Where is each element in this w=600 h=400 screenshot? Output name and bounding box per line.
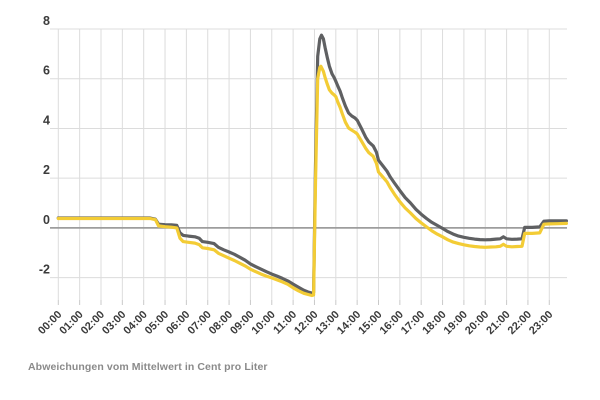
x-axis-label: 09:00	[228, 309, 256, 337]
series-yellow-line	[56, 64, 569, 298]
x-axis-label: 15:00	[356, 309, 384, 337]
y-axis-label: 8	[43, 14, 50, 28]
x-axis-label: 23:00	[527, 309, 555, 337]
x-axis-label: 22:00	[506, 309, 534, 337]
x-axis-label: 18:00	[420, 309, 448, 337]
x-axis-label: 06:00	[164, 309, 192, 337]
x-axis-label: 20:00	[463, 309, 491, 337]
x-axis-label: 07:00	[185, 309, 213, 337]
x-axis-label: 02:00	[79, 309, 107, 337]
x-axis-label: 19:00	[442, 309, 470, 337]
y-axis-label: -2	[39, 263, 50, 277]
y-axis-label: 4	[43, 113, 50, 127]
x-axis-label: 13:00	[314, 309, 342, 337]
x-axis-label: 16:00	[378, 309, 406, 337]
y-axis-label: 2	[43, 163, 50, 177]
x-axis-label: 04:00	[121, 309, 149, 337]
y-axis-label: 0	[43, 213, 50, 227]
x-axis-label: 14:00	[335, 309, 363, 337]
y-axis-label: 6	[43, 64, 50, 78]
x-axis-label: 12:00	[292, 309, 320, 337]
x-axis-label: 00:00	[36, 309, 64, 337]
x-axis-label: 08:00	[207, 309, 235, 337]
series-dark-gray-line	[56, 33, 569, 295]
chart-caption: Abweichungen vom Mittelwert in Cent pro …	[28, 361, 268, 373]
x-axis-label: 01:00	[57, 309, 85, 337]
x-axis-label: 05:00	[143, 309, 171, 337]
x-axis-label: 21:00	[484, 309, 512, 337]
x-axis-label: 03:00	[100, 309, 128, 337]
x-axis-label: 10:00	[250, 309, 278, 337]
x-axis-label: 17:00	[399, 309, 427, 337]
